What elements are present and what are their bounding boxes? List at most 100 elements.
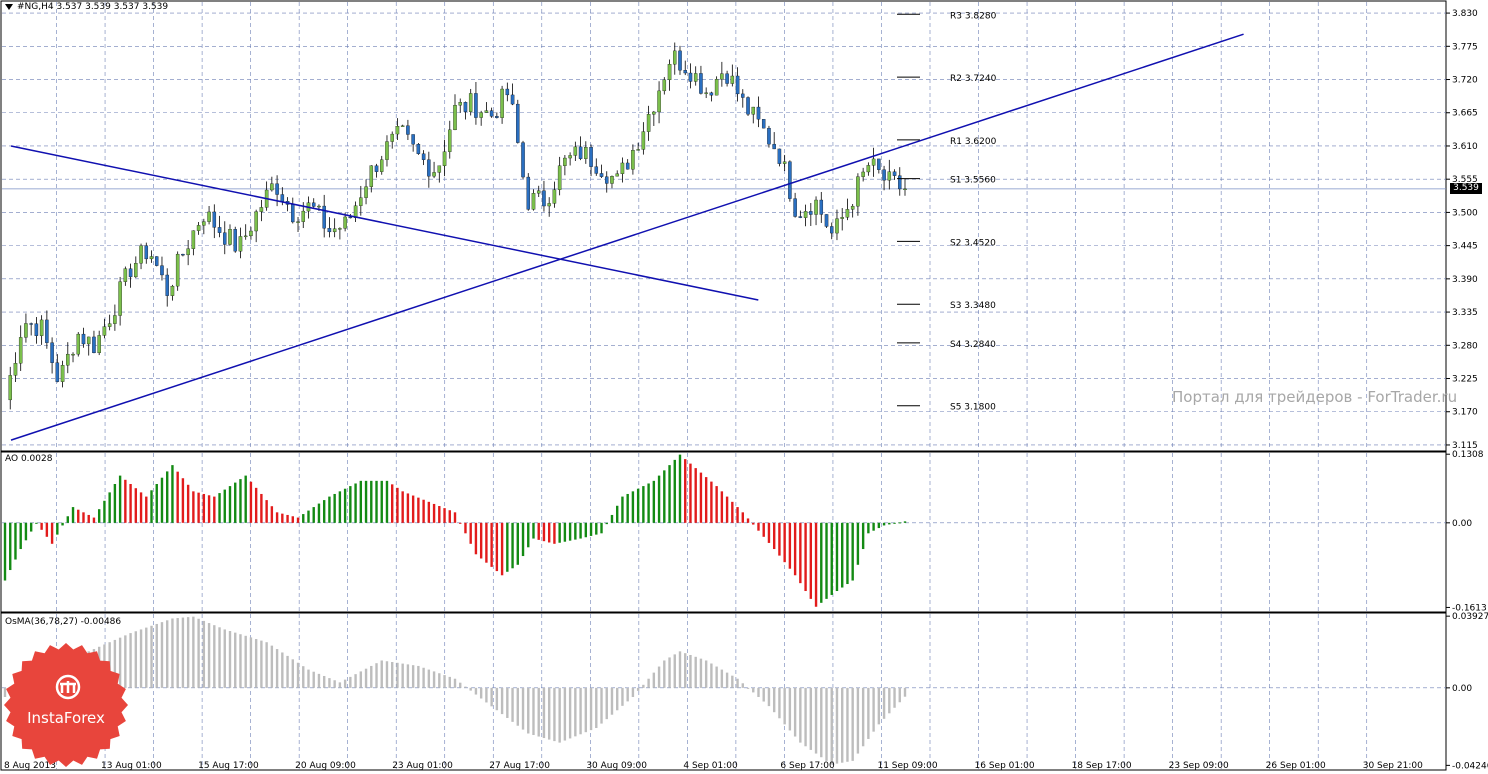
histogram-bar <box>438 673 441 688</box>
histogram-bar <box>527 687 530 734</box>
histogram-bar <box>542 522 546 542</box>
histogram-bar <box>804 522 807 592</box>
histogram-bar <box>286 655 289 688</box>
histogram-bar <box>432 671 436 688</box>
candle-body <box>683 70 687 74</box>
candle-body <box>563 157 567 166</box>
histogram-bar <box>595 522 598 535</box>
histogram-bar <box>82 512 85 523</box>
histogram-bar <box>202 620 206 688</box>
histogram-bar <box>35 522 38 524</box>
histogram-bar <box>328 496 331 523</box>
histogram-bar <box>610 514 614 523</box>
histogram-bar <box>636 488 640 523</box>
y-tick-label: 3.555 <box>1452 175 1478 185</box>
histogram-bar <box>479 522 483 559</box>
pivot-label: S2 3.4520 <box>950 238 996 248</box>
candle-body <box>667 64 672 81</box>
histogram-bar <box>134 488 138 523</box>
candle-body <box>861 171 865 177</box>
histogram-bar <box>584 522 588 538</box>
candle-body <box>809 211 813 215</box>
candle-body <box>39 319 44 336</box>
candle-body <box>479 112 483 118</box>
histogram-bar <box>563 522 567 542</box>
histogram-bar <box>553 522 556 544</box>
histogram-bar <box>626 493 629 523</box>
candle-body <box>107 323 112 327</box>
candle-body <box>620 162 625 174</box>
histogram-bar <box>401 663 404 688</box>
candle-body <box>395 126 400 135</box>
y-tick-label: 3.720 <box>1452 76 1478 86</box>
candle-body <box>175 253 180 287</box>
histogram-bar <box>338 682 342 688</box>
trend-line <box>10 33 1244 441</box>
candle-body <box>699 73 703 94</box>
histogram-bar <box>846 687 849 762</box>
candle-body <box>280 194 285 202</box>
histogram-bar <box>411 665 415 688</box>
histogram-bar <box>207 623 211 688</box>
histogram-bar <box>338 491 342 523</box>
watermark-text: Портал для трейдеров - ForTrader.ru <box>1172 388 1458 406</box>
histogram-bar <box>642 684 645 688</box>
candle-body <box>657 90 661 113</box>
histogram-bar <box>113 484 117 523</box>
candle-body <box>578 146 583 159</box>
candle-body <box>887 171 892 181</box>
histogram-bar <box>485 522 488 563</box>
candle-body <box>327 228 332 233</box>
y-tick-label: 3.775 <box>1452 42 1478 52</box>
histogram-bar <box>411 495 415 523</box>
price-pane-title[interactable]: #NG,H4 3.537 3.539 3.537 3.539 <box>5 2 168 12</box>
candle-body <box>850 205 855 210</box>
candle-body <box>86 336 91 345</box>
histogram-bar <box>752 687 755 693</box>
histogram-bar <box>380 480 383 523</box>
histogram-bar <box>814 687 818 754</box>
histogram-bar <box>103 500 106 523</box>
histogram-bar <box>349 676 352 688</box>
candle-body <box>845 209 850 218</box>
candle-body <box>332 228 337 233</box>
histogram-bar <box>181 617 185 688</box>
histogram-bar <box>820 687 823 758</box>
histogram-bar <box>192 491 195 523</box>
candle-body <box>128 268 133 278</box>
pane-frame <box>0 612 1447 771</box>
candle-body <box>782 161 787 164</box>
histogram-bar <box>872 522 875 531</box>
histogram-bar <box>417 665 420 688</box>
histogram-bar <box>150 490 153 523</box>
candle-body <box>756 106 761 120</box>
histogram-bar <box>867 687 870 739</box>
histogram-bar <box>218 493 221 523</box>
histogram-bar <box>385 661 389 688</box>
histogram-bar <box>385 480 389 523</box>
histogram-bar <box>77 509 80 523</box>
histogram-bar <box>893 687 896 708</box>
histogram-bar <box>872 687 875 732</box>
histogram-bar <box>328 678 331 688</box>
histogram-bar <box>160 477 164 523</box>
histogram-bar <box>579 522 582 539</box>
candle-body <box>761 119 766 129</box>
histogram-bar <box>459 682 462 688</box>
candle-body <box>55 362 60 382</box>
histogram-bar <box>704 660 708 688</box>
histogram-bar <box>97 509 101 523</box>
histogram-bar <box>239 479 242 523</box>
histogram-bar <box>485 687 488 703</box>
histogram-bar <box>166 471 169 523</box>
histogram-bar <box>511 522 514 569</box>
histogram-bar <box>275 512 279 523</box>
histogram-bar <box>364 480 368 523</box>
candle-body <box>536 190 541 194</box>
histogram-bar <box>155 623 158 688</box>
histogram-bar <box>657 666 661 688</box>
candle-body <box>442 151 447 166</box>
candle-body <box>615 173 619 177</box>
candle-body <box>233 229 237 252</box>
candle-body <box>160 265 164 276</box>
